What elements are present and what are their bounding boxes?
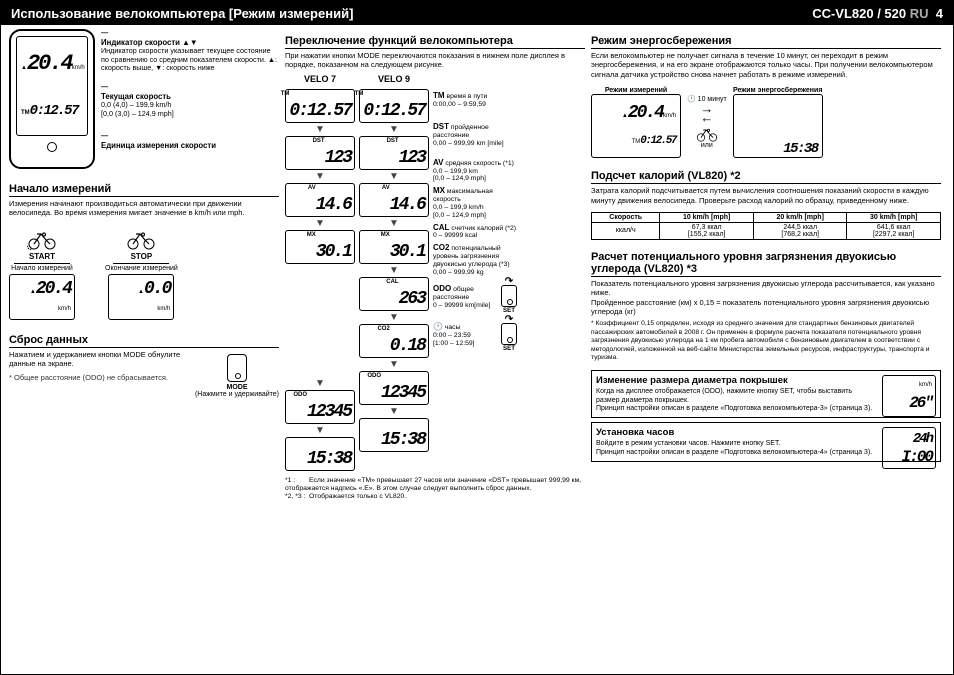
page-number: 4 (936, 6, 943, 21)
sleep-body: Если велокомпьютер не получает сигнала в… (591, 51, 941, 79)
start-caption: Начало измерений (9, 265, 75, 272)
clock-screen: 24h I:00 (882, 427, 936, 469)
functions-body: При нажатии кнопки MODE переключаются по… (285, 51, 585, 70)
stop-caption: Окончание измерений (105, 265, 178, 272)
func-screen: CAL263 (359, 277, 429, 311)
reset-note: * Общее расстояние (ODO) не сбрасывается… (9, 373, 189, 382)
set-icon (501, 285, 517, 307)
tire-body: Когда на дисплее отображается (ODO), наж… (596, 388, 874, 413)
cal-body: Затрата калорий подсчитывается путем выч… (591, 186, 941, 205)
start-block: START Начало измерений ▲20.4 km/h (9, 226, 75, 322)
func-desc: MX максимальная скорость0,0 – 199,9 km/h… (433, 186, 517, 219)
co2-note: * Коэффициент 0,15 определен, исходя из … (591, 320, 941, 362)
func-desc: AV средняя скорость (*1)0,0 – 199,9 km [… (433, 158, 517, 183)
func-screen: DST123 (359, 136, 429, 170)
co2-body: Показатель потенциального уровня загрязн… (591, 279, 941, 317)
tm-label: TM (21, 110, 30, 116)
heading-sleep: Режим энергосбережения (591, 35, 941, 49)
footnotes: *1 :Если значение «TM» превышает 27 часо… (285, 477, 585, 501)
col-velo9-header: VELO 9 (359, 74, 429, 84)
lang-code: RU (910, 6, 929, 21)
annotation-current-speed: Текущая скорость 0,0 (4,0) – 199,9 km/h … (101, 83, 279, 118)
reset-body: Нажатием и удержанием кнопки MODE обнули… (9, 350, 189, 369)
func-screen: MX30.1 (285, 230, 355, 264)
page-body: ▲20.4km/h TM0:12.57 Индикатор скорости ▲… (1, 25, 953, 674)
annotation-unit: Единица измерения скорости (101, 132, 279, 150)
func-desc: TM время в пути0:00,00 – 9:59,59 (433, 91, 517, 109)
page-meta: CC-VL820 / 520 RU 4 (812, 6, 943, 21)
func-screen: AV14.6 (359, 183, 429, 217)
start-body: Измерения начинают производиться автомат… (9, 199, 279, 218)
annotation-speed-indicator: Индикатор скорости ▲▼ Индикатор скорости… (101, 29, 279, 73)
mode-swap-figure: Режим измерений ▲20.4km/h TM0:12.57 🕐 10… (591, 87, 941, 158)
func-screen: DST123 (285, 136, 355, 170)
func-screen: TM0:12.57 (285, 89, 355, 123)
mode-icon-block: MODE (Нажмите и удерживайте) (195, 354, 279, 398)
stop-block: STOP Окончание измерений ▲0.0 km/h (105, 226, 178, 322)
func-desc: CO2 потенциальный уровень загрязнения дв… (433, 243, 517, 276)
func-screen: ODO12345 (359, 371, 429, 405)
start-screen: ▲20.4 km/h (9, 274, 75, 320)
func-screen: ODO12345 (285, 390, 355, 424)
tire-box: Изменение размера диаметра покрышек Когд… (591, 370, 941, 418)
page-title: Использование велокомпьютера [Режим изме… (11, 6, 353, 21)
col-velo7-header: VELO 7 (285, 74, 355, 84)
func-screen: MX30.1 (359, 230, 429, 264)
mode-hint: (Нажмите и удерживайте) (195, 391, 279, 398)
clock-box: Установка часов Войдите в режим установк… (591, 422, 941, 462)
calories-table: Скорость10 km/h [mph]20 km/h [mph]30 km/… (591, 212, 941, 240)
speed-unit: km/h (72, 65, 85, 71)
stop-screen: ▲0.0 km/h (108, 274, 174, 320)
odo-row: ODO общее расстояние0 – 99999 km[mile] ↷… (433, 279, 519, 314)
clock-row: 🕐 часы0:00 – 23:59 [1:00 – 12:59] ↷SET (433, 317, 519, 352)
device-figure: ▲20.4km/h TM0:12.57 (9, 29, 95, 169)
mode-button-label: MODE (226, 384, 247, 391)
clock-body: Войдите в режим установки часов. Нажмите… (596, 440, 874, 457)
stop-label: STOP (105, 252, 178, 261)
cyclist-icon (126, 226, 156, 250)
heading-co2: Расчет потенциального уровня загрязнения… (591, 251, 941, 277)
func-desc: CAL счетчик калорий (*2)0 – 99999 kcal (433, 223, 517, 241)
screen-time: 0:12.57 (30, 103, 78, 119)
heading-start: Начало измерений (9, 183, 279, 197)
start-label: START (9, 252, 75, 261)
page-header: Использование велокомпьютера [Режим изме… (1, 1, 953, 25)
func-screen: CO20.18 (359, 324, 429, 358)
model-number: CC-VL820 / 520 (812, 6, 906, 21)
device-outline-icon (227, 354, 247, 382)
device-button (47, 142, 57, 152)
func-screen: TM0:12.57 (359, 89, 429, 123)
heading-functions: Переключение функций велокомпьютера (285, 35, 585, 49)
heading-calories: Подсчет калорий (VL820) *2 (591, 170, 941, 184)
screen-speed: 20.4 (27, 51, 72, 76)
set-icon (501, 323, 517, 345)
func-screen: AV14.6 (285, 183, 355, 217)
cyclist-icon (27, 226, 57, 250)
func-desc: DST пройденное расстояние0,00 – 999,99 k… (433, 122, 517, 147)
tire-screen: km/h 26" (882, 375, 936, 417)
heading-reset: Сброс данных (9, 334, 279, 348)
function-grid: VELO 7 TM0:12.57 ▼ DST123 ▼ AV14.6 ▼ MX3… (285, 74, 585, 471)
func-screen: 15:38 (359, 418, 429, 452)
func-screen: 15:38 (285, 437, 355, 471)
